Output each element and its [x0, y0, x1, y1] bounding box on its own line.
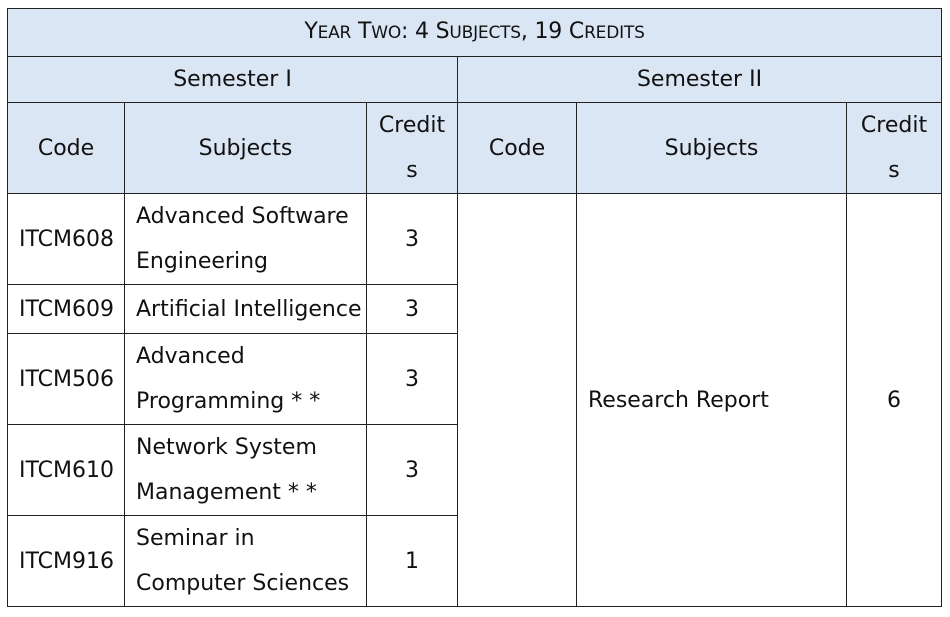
table-title: YEAR TWO: 4 SUBJECTS, 19 CREDITS	[6, 8, 943, 57]
title-text: Y	[304, 19, 318, 44]
subject-name: Advanced Programming * *	[124, 333, 367, 425]
subject-name-line: Advanced	[136, 344, 245, 369]
title-text: REDITS	[584, 23, 645, 43]
column-header-row: Code Subjects Credit s Code Subjects Cred…	[7, 102, 943, 194]
subject-code: ITCM609	[7, 284, 125, 334]
subject-code: ITCM610	[7, 424, 125, 516]
title-text: C	[568, 19, 585, 44]
table-row: ITCM916 Seminar in Computer Sciences 1	[7, 515, 942, 607]
subject-name-line: Advanced Software	[136, 204, 349, 229]
subject-credits: 3	[366, 284, 458, 334]
subject-name: Advanced Software Engineering	[124, 193, 367, 285]
subject-credits: 1	[366, 515, 458, 607]
title-text: , 19	[520, 19, 569, 44]
subject-name: Seminar in Computer Sciences	[124, 515, 367, 607]
sem2-code-cell	[457, 193, 577, 607]
title-text: T	[357, 19, 372, 44]
title-text: S	[435, 19, 450, 44]
sem2-code-header: Code	[457, 102, 577, 194]
credits-header-line: Credit	[378, 113, 446, 138]
table-row: ITCM608 Advanced Software Engineering 3 R…	[7, 193, 943, 607]
subject-code: ITCM916	[7, 515, 125, 607]
sem2-credits-cell: 6	[845, 193, 943, 607]
title-text: EAR	[317, 23, 352, 43]
semester-2-header: Semester II	[456, 56, 943, 103]
curriculum-table: YEAR TWO: 4 SUBJECTS, 19 CREDITS Semeste…	[6, 8, 943, 607]
sem2-credits-header: Credit s	[845, 102, 943, 194]
title-text: UBJECTS	[449, 23, 521, 43]
subject-name-line: Programming * *	[136, 389, 321, 414]
credits-header-line: s	[888, 158, 900, 183]
sem2-subject-cell: Research Report	[576, 193, 847, 607]
subject-name: Artificial Intelligence	[124, 284, 367, 334]
semester-row: Semester I Semester II	[7, 56, 943, 103]
title-text: WO	[371, 23, 402, 43]
table-row: ITCM610 Network System Management * * 3	[7, 424, 942, 516]
subject-code: ITCM608	[7, 193, 125, 285]
semester-1-header: Semester I	[7, 56, 458, 103]
sem2-subjects-header: Subjects	[576, 102, 847, 194]
sem1-code-header: Code	[7, 102, 125, 194]
subject-credits: 3	[366, 193, 458, 285]
title-row: YEAR TWO: 4 SUBJECTS, 19 CREDITS	[6, 8, 943, 57]
subject-name-line: Engineering	[136, 249, 268, 274]
sem1-credits-header: Credit s	[366, 102, 458, 194]
credits-header-line: Credit	[860, 113, 928, 138]
sem1-subjects-header: Subjects	[124, 102, 367, 194]
title-text: : 4	[401, 19, 436, 44]
credits-header-line: s	[406, 158, 418, 183]
subject-credits: 3	[366, 424, 458, 516]
table-row: ITCM609 Artificial Intelligence 3	[7, 284, 942, 334]
subject-code: ITCM506	[7, 333, 125, 425]
subject-name-line: Computer Sciences	[136, 571, 350, 596]
subject-credits: 3	[366, 333, 458, 425]
subject-name-line: Management * *	[136, 480, 317, 505]
subject-name: Network System Management * *	[124, 424, 367, 516]
subject-name-line: Seminar in	[136, 526, 255, 551]
table-row: ITCM506 Advanced Programming * * 3	[7, 333, 942, 425]
subject-name-line: Network System	[136, 435, 317, 460]
